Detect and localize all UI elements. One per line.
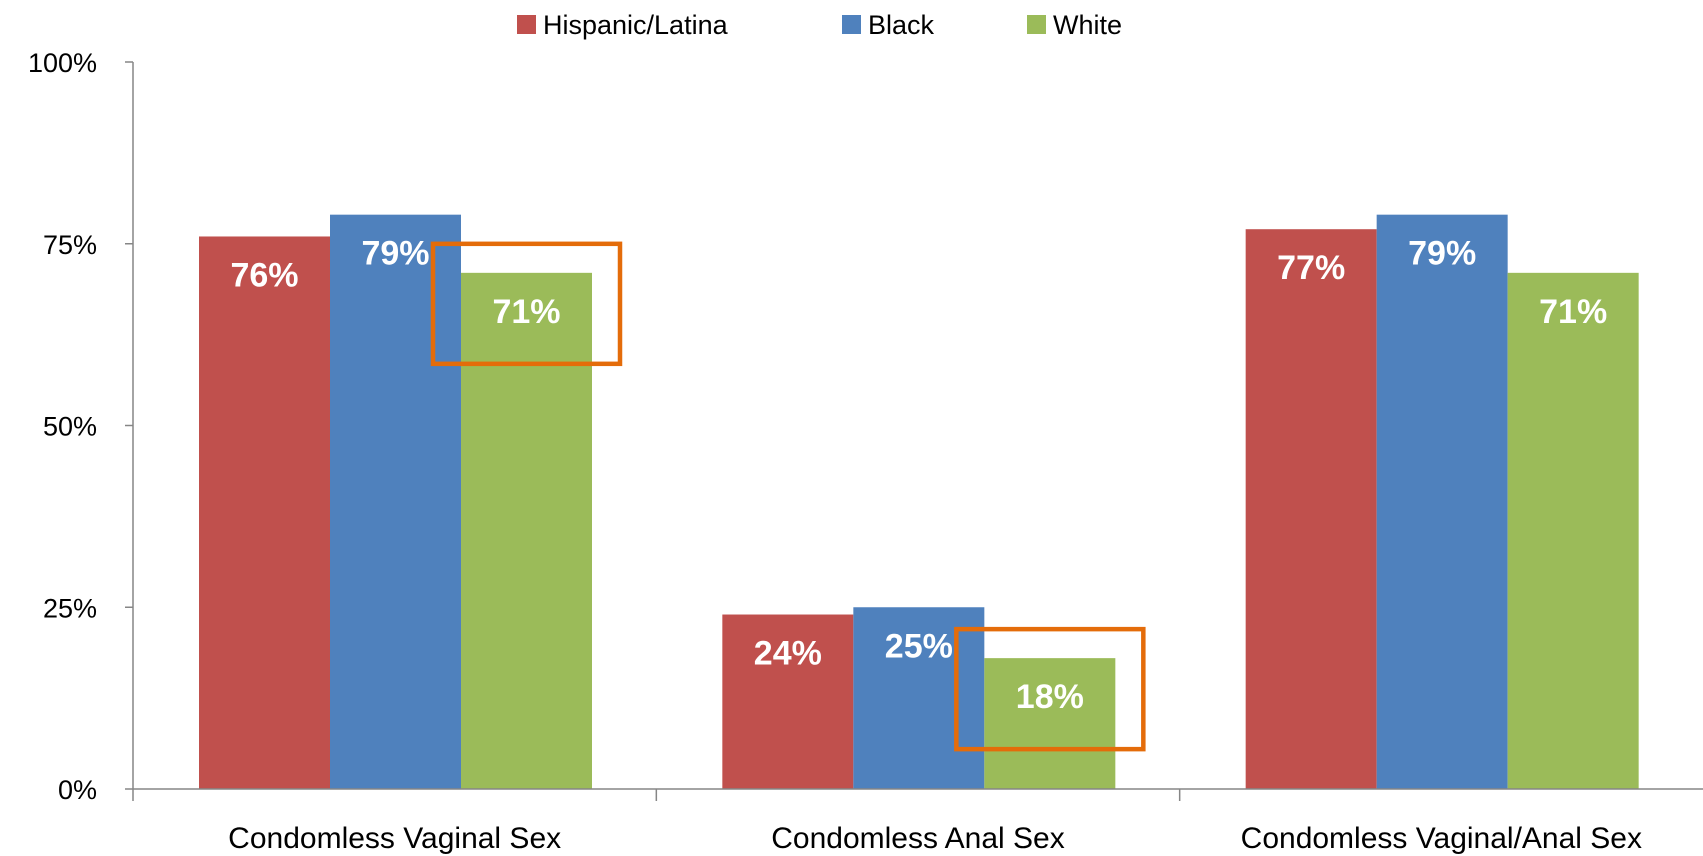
x-category-label: Condomless Vaginal/Anal Sex (1241, 822, 1642, 855)
highlight-box (430, 241, 623, 367)
data-label: 79% (1408, 235, 1476, 273)
legend-item: Hispanic/Latina (517, 10, 729, 40)
bar (722, 614, 854, 789)
y-tick-label: 100% (28, 48, 97, 78)
legend-swatch (517, 15, 536, 34)
bars (199, 214, 1639, 790)
data-label: 18% (1016, 678, 1084, 716)
data-label: 25% (885, 627, 953, 665)
data-label: 77% (1277, 249, 1345, 287)
axes: 0% 25% 50% 75% 100% Condomless Vaginal Sex Con… (28, 48, 1703, 855)
legend-item: White (1027, 10, 1122, 40)
bar (1376, 214, 1508, 790)
legend-label: Black (868, 10, 935, 40)
bar (199, 236, 330, 790)
x-category-label: Condomless Anal Sex (771, 822, 1065, 855)
y-tick-label: 50% (43, 412, 97, 442)
legend: Hispanic/Latina Black White (517, 10, 1122, 40)
data-label: 24% (754, 635, 822, 673)
data-label: 71% (492, 293, 560, 331)
legend-swatch (842, 15, 861, 34)
bar (984, 658, 1116, 789)
legend-label: Hispanic/Latina (543, 10, 729, 40)
legend-item: Black (842, 10, 935, 40)
bar (330, 214, 461, 790)
data-label: 79% (361, 235, 429, 273)
data-label: 76% (230, 256, 298, 294)
bar (461, 272, 592, 790)
bar (1507, 272, 1639, 790)
x-category-label: Condomless Vaginal Sex (228, 822, 561, 855)
highlight-boxes (430, 241, 1146, 752)
y-tick-label: 25% (43, 593, 97, 623)
data-label: 71% (1539, 293, 1607, 331)
data-labels: 76% 79% 71% 24% 25% 18% 77% 79% 71% (230, 235, 1607, 716)
legend-swatch (1027, 15, 1046, 34)
bar (853, 607, 985, 789)
y-tick-label: 75% (43, 230, 97, 260)
y-tick-label: 0% (58, 775, 97, 805)
bar (1245, 229, 1377, 789)
highlight-box (954, 626, 1146, 752)
legend-label: White (1053, 10, 1122, 40)
